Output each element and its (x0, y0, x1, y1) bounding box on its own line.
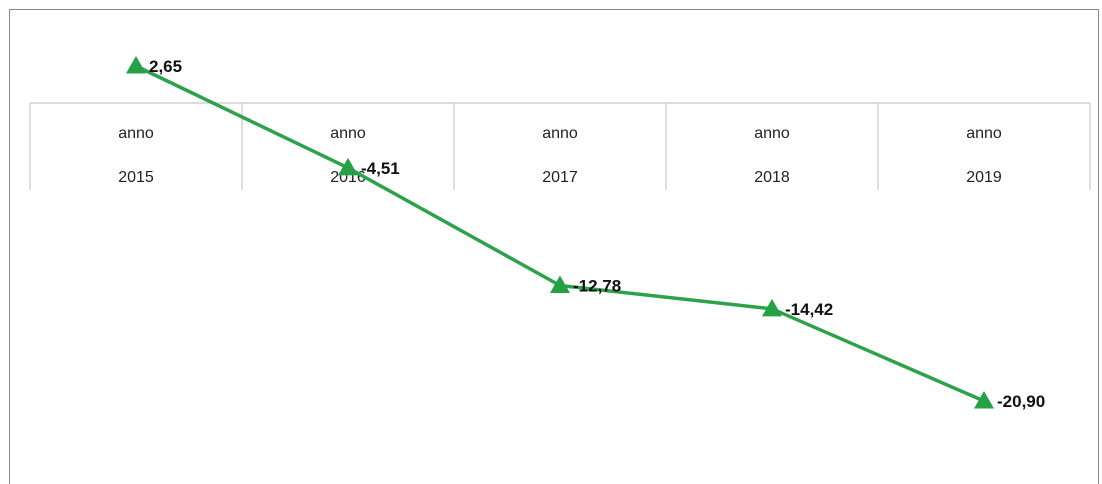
category-label-line2: 2018 (754, 169, 790, 186)
data-label: 2,65 (149, 57, 182, 76)
data-markers (126, 56, 994, 409)
data-label: -20,90 (997, 392, 1045, 411)
category-label-line1: anno (330, 125, 366, 142)
category-label-line2: 2017 (542, 169, 578, 186)
category-label-line1: anno (118, 125, 154, 142)
triangle-marker (974, 391, 994, 409)
triangle-marker (338, 157, 358, 176)
triangle-marker (550, 275, 570, 293)
category-label-line2: 2015 (118, 169, 154, 186)
data-label: -14,42 (785, 300, 833, 319)
triangle-marker (126, 56, 146, 74)
category-label-line2: 2019 (966, 169, 1002, 186)
series-line (135, 64, 985, 403)
data-labels: 2,65 -4,51 -12,78 -14,42 -20,90 (149, 57, 1045, 411)
data-label: -4,51 (361, 159, 400, 178)
category-label-line1: anno (542, 125, 578, 142)
category-label-line1: anno (966, 125, 1002, 142)
data-label: -12,78 (573, 276, 621, 295)
triangle-marker (762, 298, 782, 317)
chart-frame (9, 9, 1099, 484)
category-label-line1: anno (754, 125, 790, 142)
